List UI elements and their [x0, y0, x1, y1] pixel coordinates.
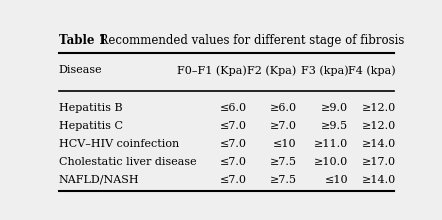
Text: ≥12.0: ≥12.0 [362, 121, 396, 131]
Text: ≤6.0: ≤6.0 [220, 103, 247, 114]
Text: ≥7.5: ≥7.5 [270, 175, 297, 185]
Text: ≥6.0: ≥6.0 [270, 103, 297, 114]
Text: ≥9.0: ≥9.0 [321, 103, 348, 114]
Text: Table 1: Table 1 [59, 34, 107, 47]
Text: NAFLD/NASH: NAFLD/NASH [59, 175, 139, 185]
Text: Cholestatic liver disease: Cholestatic liver disease [59, 157, 196, 167]
Text: ≤7.0: ≤7.0 [220, 157, 247, 167]
Text: ≥9.5: ≥9.5 [321, 121, 348, 131]
Text: F0–F1 (Kpa): F0–F1 (Kpa) [177, 65, 247, 76]
Text: ≤7.0: ≤7.0 [220, 139, 247, 149]
Text: ≥7.5: ≥7.5 [270, 157, 297, 167]
Text: ≥14.0: ≥14.0 [362, 139, 396, 149]
Text: ≤7.0: ≤7.0 [220, 121, 247, 131]
Text: HCV–HIV coinfection: HCV–HIV coinfection [59, 139, 179, 149]
Text: ≤10: ≤10 [324, 175, 348, 185]
Text: ≥12.0: ≥12.0 [362, 103, 396, 114]
Text: Hepatitis B: Hepatitis B [59, 103, 122, 114]
Text: ≥10.0: ≥10.0 [314, 157, 348, 167]
Text: ≤7.0: ≤7.0 [220, 175, 247, 185]
Text: Disease: Disease [59, 65, 102, 75]
Text: ≥14.0: ≥14.0 [362, 175, 396, 185]
Text: Hepatitis C: Hepatitis C [59, 121, 123, 131]
Text: ≤10: ≤10 [273, 139, 297, 149]
Text: F3 (kpa): F3 (kpa) [301, 65, 348, 76]
Text: F2 (Kpa): F2 (Kpa) [248, 65, 297, 76]
Text: ≥11.0: ≥11.0 [314, 139, 348, 149]
Text: Recommended values for different stage of fibrosis: Recommended values for different stage o… [92, 34, 404, 47]
Text: F4 (kpa): F4 (kpa) [348, 65, 396, 76]
Text: ≥7.0: ≥7.0 [270, 121, 297, 131]
Text: ≥17.0: ≥17.0 [362, 157, 396, 167]
